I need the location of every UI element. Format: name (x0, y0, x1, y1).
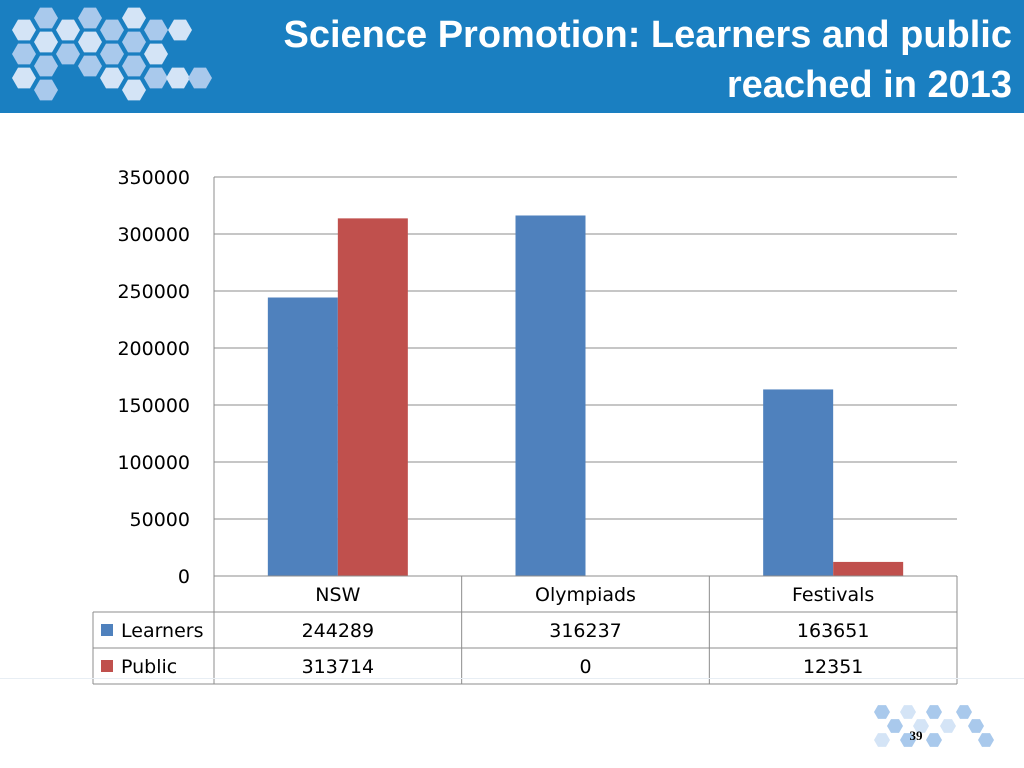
legend-swatch-public (101, 660, 113, 672)
slide-number: 39 (909, 728, 923, 743)
hexagon-shape (34, 7, 58, 29)
table-value-learners: 316237 (549, 620, 622, 642)
y-tick-label: 150000 (117, 395, 190, 417)
hexagon-shape (913, 719, 929, 733)
hexagon-shape (122, 31, 146, 53)
slide-title: Science Promotion: Learners and public r… (283, 14, 1013, 106)
hexagon-shape (78, 7, 102, 29)
hexagon-shape (122, 79, 146, 101)
legend-label-public: Public (121, 656, 177, 678)
hexagon-shape (926, 733, 942, 747)
legend-swatch-learners (101, 624, 113, 636)
hexagon-shape (56, 43, 80, 65)
hexagon-shape (900, 733, 916, 747)
hexagon-shape (956, 705, 972, 719)
footer-divider (0, 678, 1024, 679)
table-value-public: 0 (579, 656, 591, 678)
y-tick-label: 350000 (117, 167, 190, 189)
hexagon-shape (978, 733, 994, 747)
bar-learners-nsw (267, 297, 338, 576)
hexagon-shape (12, 43, 36, 65)
hexagon-shape (887, 719, 903, 733)
hexagon-shape (78, 31, 102, 53)
hexagon-shape (144, 19, 168, 41)
hexagon-shape (168, 19, 192, 41)
y-tick-label: 50000 (130, 509, 190, 531)
hexagon-shape (144, 67, 168, 89)
table-value-learners: 163651 (797, 620, 870, 642)
hexagon-shape (874, 733, 890, 747)
x-category-label: Festivals (792, 584, 874, 606)
x-category-label: NSW (315, 584, 360, 606)
hexagon-shape (122, 55, 146, 77)
bar-learners-festivals (763, 389, 834, 576)
y-tick-label: 0 (178, 566, 190, 588)
table-value-learners: 244289 (302, 620, 375, 642)
hexagon-shape (968, 719, 984, 733)
y-tick-label: 200000 (117, 338, 190, 360)
hexagon-shape (100, 43, 124, 65)
hexagon-shape (34, 31, 58, 53)
hexagon-shape (100, 67, 124, 89)
hexagon-shape (78, 55, 102, 77)
hexagon-shape (188, 67, 212, 89)
hexagon-shape (144, 43, 168, 65)
y-tick-label: 300000 (117, 224, 190, 246)
table-value-public: 12351 (803, 656, 863, 678)
footer-hexagon-decoration (874, 705, 994, 747)
hexagon-pattern-logo (12, 7, 212, 101)
hexagon-shape (940, 719, 956, 733)
slide-header: Science Promotion: Learners and public r… (0, 0, 1024, 113)
y-tick-label: 100000 (117, 452, 190, 474)
bar-learners-olympiads (515, 215, 586, 577)
bar-public-nsw (337, 218, 408, 577)
hexagon-shape (122, 7, 146, 29)
hexagon-shape (166, 67, 190, 89)
hexagon-shape (34, 55, 58, 77)
table-value-public: 313714 (302, 656, 375, 678)
hexagon-shape (874, 705, 890, 719)
hexagon-shape (900, 705, 916, 719)
hexagon-shape (34, 79, 58, 101)
bar-public-festivals (833, 561, 904, 576)
hexagon-shape (926, 705, 942, 719)
hexagon-shape (12, 19, 36, 41)
hexagon-shape (56, 19, 80, 41)
legend-label-learners: Learners (121, 620, 204, 642)
hexagon-shape (100, 19, 124, 41)
hexagon-shape (12, 67, 36, 89)
x-category-label: Olympiads (535, 584, 636, 606)
y-tick-label: 250000 (117, 281, 190, 303)
